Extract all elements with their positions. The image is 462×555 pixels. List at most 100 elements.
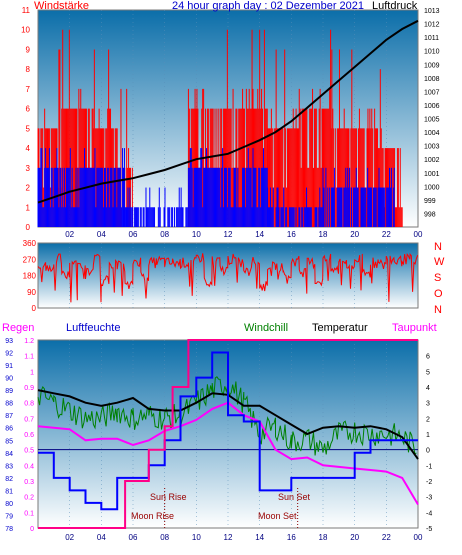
- pressure-tick-label: 1001: [424, 171, 440, 178]
- humidity-tick-label: 83: [5, 463, 13, 470]
- humidity-tick-label: 89: [5, 388, 13, 395]
- temperature-tick-label: 0: [426, 448, 430, 455]
- rain-tick-label: 1.1: [24, 354, 34, 361]
- pressure-tick-label: 1006: [424, 103, 440, 110]
- wind-tick-label: 8: [26, 65, 31, 74]
- pressure-tick-label: 1011: [424, 35, 439, 42]
- sun-set-label: Sun Set: [278, 492, 311, 502]
- humidity-tick-label: 90: [5, 376, 13, 383]
- temperature-tick-label: 1: [426, 432, 430, 439]
- temperature-tick-label: 6: [426, 354, 430, 361]
- direction-tick-label: 0: [32, 304, 37, 313]
- temperature-tick-label: -5: [426, 526, 432, 533]
- temperature-x-tick-label: 16: [287, 533, 296, 542]
- direction-tick-label: 90: [27, 288, 36, 297]
- temperature-tick-label: -1: [426, 463, 432, 470]
- wind-x-tick-label: 20: [350, 230, 359, 239]
- pressure-tick-label: 1003: [424, 144, 440, 151]
- temperature-tick-label: 4: [426, 385, 430, 392]
- temperature-x-tick-label: 18: [319, 533, 328, 542]
- pressure-line: [37, 19, 419, 204]
- direction-tick-label: 270: [23, 255, 37, 264]
- pressure-tick-label: 1002: [424, 157, 440, 164]
- temperature-x-tick-label: 04: [97, 533, 106, 542]
- wind-tick-label: 0: [26, 223, 31, 232]
- legend-temperatur: Temperatur: [312, 322, 368, 334]
- wind-tick-label: 11: [22, 6, 31, 15]
- wind-x-tick-label: 06: [129, 230, 138, 239]
- rain-tick-label: 0.2: [24, 495, 34, 502]
- pressure-tick-label: 1008: [424, 76, 440, 83]
- wind-direction-line: [37, 252, 419, 303]
- wind-x-tick-label: 22: [382, 230, 391, 239]
- sun-rise-label: Sun Rise: [150, 492, 187, 502]
- humidity-tick-label: 81: [5, 488, 13, 495]
- rain-tick-label: 0: [30, 526, 34, 533]
- temperature-x-tick-label: 06: [129, 533, 138, 542]
- compass-w: W: [434, 256, 445, 268]
- temperature-tick-label: -4: [426, 510, 432, 517]
- temperature-x-tick-label: 12: [224, 533, 233, 542]
- pressure-tick-label: 1010: [424, 49, 440, 56]
- windstaerke-label: Windstärke: [34, 0, 89, 12]
- pressure-tick-label: 1009: [424, 62, 440, 69]
- rain-tick-label: 1.2: [24, 338, 34, 345]
- wind-x-tick-label: 08: [160, 230, 169, 239]
- compass-s: S: [434, 272, 441, 284]
- chart-marks: [37, 19, 419, 529]
- compass-n-top: N: [434, 241, 442, 253]
- wind-tick-label: 4: [26, 144, 31, 153]
- wind-tick-label: 10: [21, 26, 30, 35]
- rain-tick-label: 0.9: [24, 385, 34, 392]
- rain-tick-label: 0.5: [24, 448, 34, 455]
- pressure-tick-label: 999: [424, 198, 436, 205]
- humidity-tick-label: 88: [5, 401, 13, 408]
- legend-regen: Regen: [2, 322, 34, 334]
- rain-tick-label: 1: [30, 369, 34, 376]
- wind-x-tick-label: 00: [414, 230, 423, 239]
- wind-x-tick-label: 02: [65, 230, 74, 239]
- plot-frames: [37, 9, 419, 529]
- wind-tick-label: 9: [26, 45, 31, 54]
- direction-tick-label: 360: [23, 239, 37, 248]
- humidity-tick-label: 78: [5, 526, 13, 533]
- legend-windchill: Windchill: [244, 322, 288, 334]
- rain-line: [38, 339, 418, 529]
- humidity-tick-label: 80: [5, 501, 13, 508]
- temperature-x-tick-label: 22: [382, 533, 391, 542]
- temperature-x-tick-label: 02: [65, 533, 74, 542]
- humidity-tick-label: 93: [5, 338, 13, 345]
- chart-title: 24 hour graph day : 02 Dezember 2021: [172, 0, 364, 12]
- pressure-tick-label: 1012: [424, 22, 440, 29]
- temperature-x-tick-label: 08: [160, 533, 169, 542]
- temperature-tick-label: -2: [426, 479, 432, 486]
- wind-x-tick-label: 16: [287, 230, 296, 239]
- wind-tick-label: 2: [26, 184, 31, 193]
- pressure-tick-label: 1007: [424, 89, 440, 96]
- humidity-tick-label: 85: [5, 438, 13, 445]
- wind-tick-label: 5: [26, 124, 31, 133]
- rain-tick-label: 0.8: [24, 401, 34, 408]
- temperature-x-tick-label: 00: [414, 533, 423, 542]
- compass-n-bottom: N: [434, 304, 442, 316]
- axis-labels: 0123456789101199899910001001100210031004…: [5, 6, 439, 542]
- temperature-x-tick-label: 14: [255, 533, 264, 542]
- pressure-tick-label: 1013: [424, 8, 440, 15]
- humidity-line: [38, 351, 418, 511]
- temperature-tick-label: -3: [426, 495, 432, 502]
- wind-x-tick-label: 18: [319, 230, 328, 239]
- wind-tick-label: 7: [26, 85, 31, 94]
- wind-tick-label: 6: [26, 105, 31, 114]
- rain-tick-label: 0.6: [24, 432, 34, 439]
- wind-x-tick-label: 10: [192, 230, 201, 239]
- humidity-tick-label: 91: [5, 363, 13, 370]
- wind-x-tick-label: 04: [97, 230, 106, 239]
- wind-x-tick-label: 12: [224, 230, 233, 239]
- moon-rise-label: Moon Rise: [131, 511, 174, 521]
- temperature-x-tick-label: 10: [192, 533, 201, 542]
- luftdruck-label: Luftdruck: [372, 0, 418, 12]
- humidity-tick-label: 82: [5, 476, 13, 483]
- direction-tick-label: 180: [23, 272, 37, 281]
- moon-set-label: Moon Set: [258, 511, 297, 521]
